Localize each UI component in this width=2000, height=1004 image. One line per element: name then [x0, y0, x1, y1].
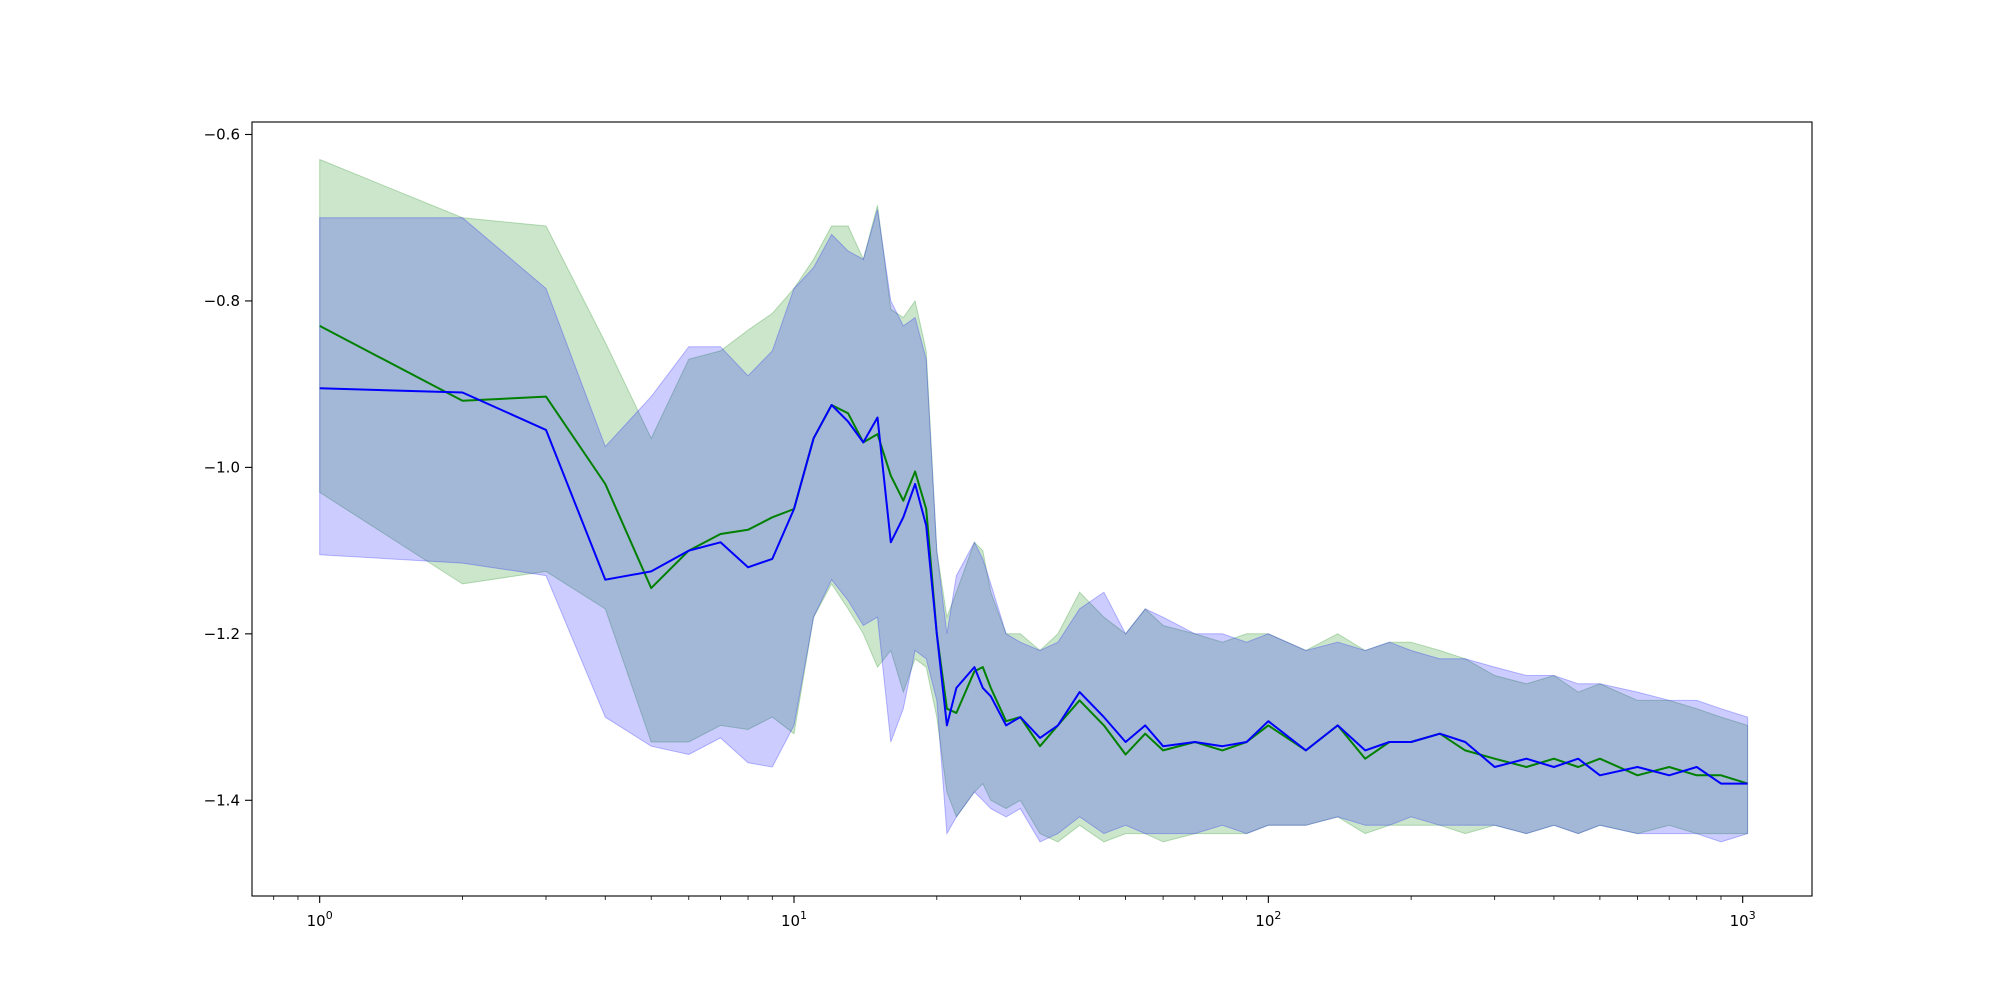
- confidence-bands: [319, 158, 1749, 843]
- y-axis: −0.6 −0.8 −1.0 −1.2 −1.4: [204, 125, 252, 809]
- x-axis: 100 101 102 103: [273, 896, 1756, 930]
- series-2-band: [319, 209, 1749, 843]
- series-1-band: [319, 158, 1749, 843]
- y-tick-label: −1.4: [204, 791, 240, 809]
- x-tick-label: 100: [307, 909, 333, 930]
- x-tick-label: 103: [1730, 909, 1756, 930]
- x-tick-label: 102: [1255, 909, 1281, 930]
- y-tick-label: −1.2: [204, 625, 240, 643]
- y-tick-label: −0.8: [204, 292, 240, 310]
- plot-frame: [251, 121, 1813, 897]
- series-2-line: [319, 387, 1748, 785]
- y-tick-label: −1.0: [204, 458, 240, 476]
- series-lines: [319, 325, 1748, 785]
- x-tick-label: 101: [781, 909, 807, 930]
- y-tick-label: −0.6: [204, 125, 240, 143]
